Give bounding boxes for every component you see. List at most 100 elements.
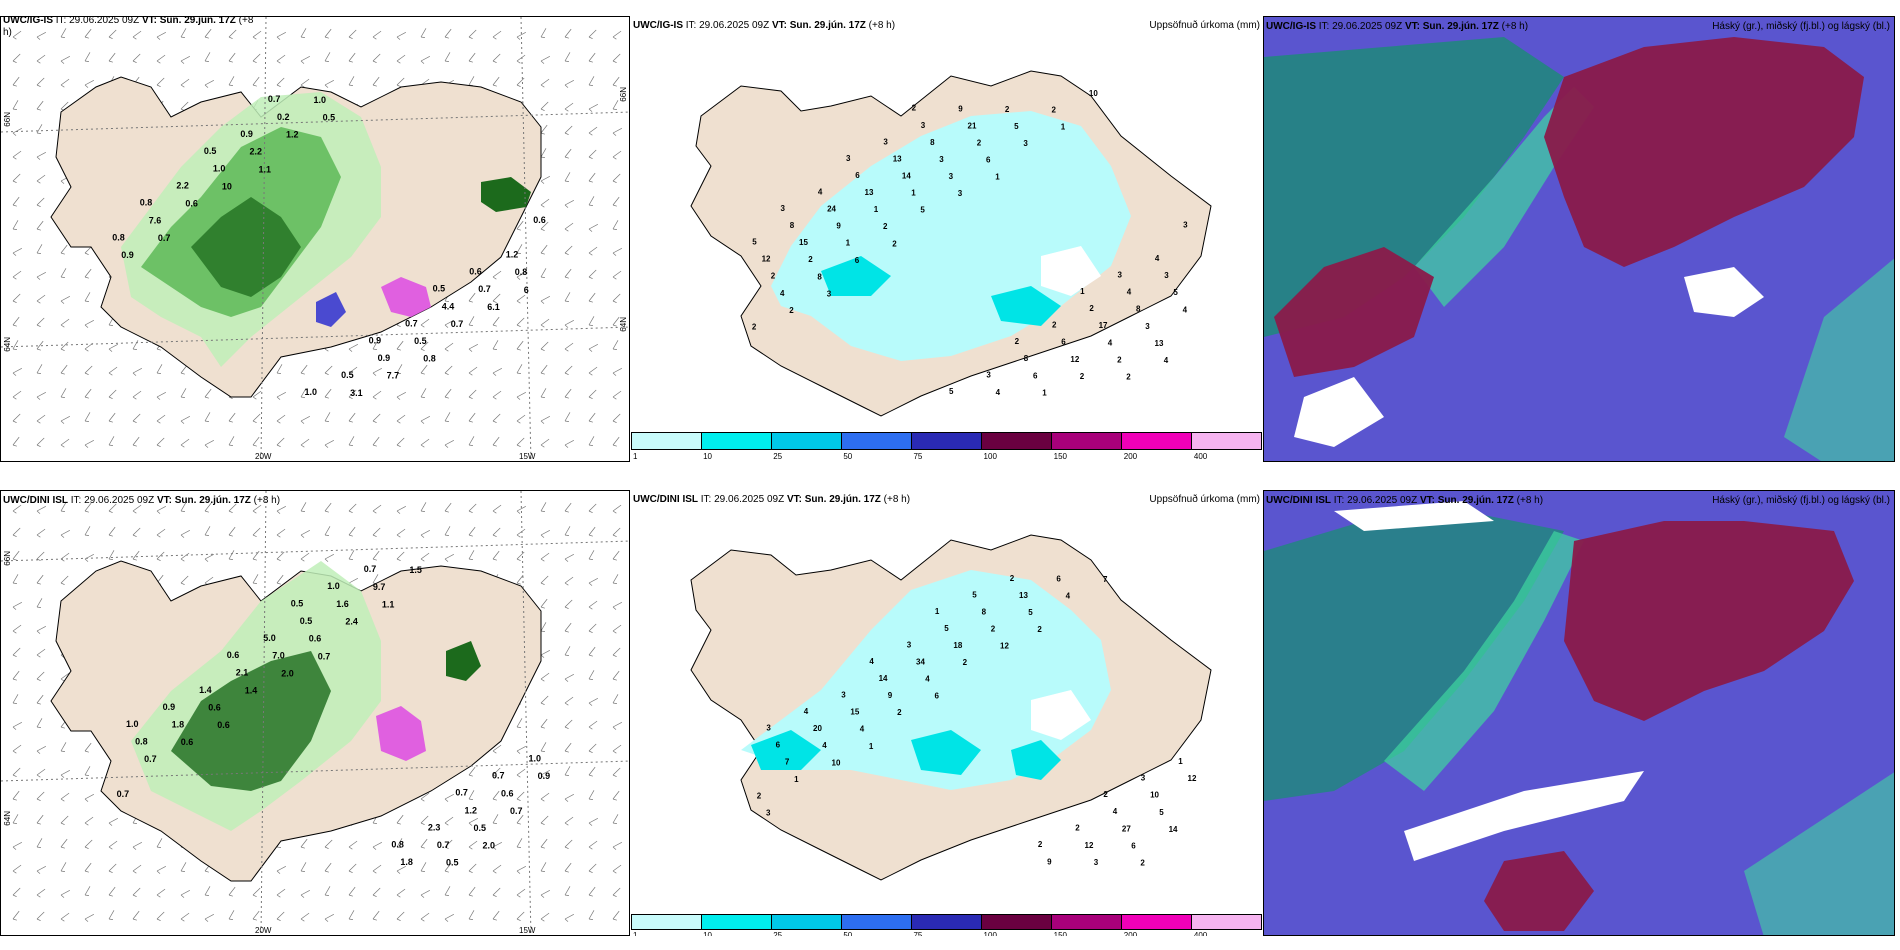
wind-barb-tick (108, 510, 113, 513)
wind-barb (612, 76, 620, 86)
wind-barb-tick (300, 918, 305, 922)
wind-barb (420, 862, 427, 872)
wind-value-label: 0.5 (300, 616, 313, 626)
precip-value-label: 3 (781, 204, 786, 213)
legend-swatch (842, 433, 912, 449)
wind-barb-tick (12, 558, 17, 561)
legend-swatch (772, 915, 842, 929)
wind-value-label: 7.6 (149, 215, 162, 225)
wind-barb-tick (588, 60, 593, 63)
wind-barb-tick (516, 420, 521, 424)
wind-barb-tick (60, 324, 65, 328)
wind-barb-tick (444, 396, 449, 399)
wind-barb-tick (516, 846, 522, 848)
wind-barb (84, 839, 93, 848)
wind-barb (60, 575, 69, 584)
wind-barb (612, 30, 622, 38)
wind-barb (564, 913, 574, 920)
wind-barb (108, 817, 118, 824)
wind-barb-tick (156, 396, 161, 400)
wind-barb (84, 292, 91, 302)
precip-value-label: 9 (958, 104, 963, 113)
wind-barb (12, 767, 21, 776)
wind-barb (36, 648, 46, 656)
wind-barb-tick (492, 846, 497, 850)
wind-barb-tick (516, 558, 521, 561)
wind-barb (396, 437, 405, 446)
wind-barb (180, 575, 189, 584)
wind-barb (156, 77, 165, 86)
cloud-panel-title: UWC/IG-IS IT: 29.06.2025 09Z VT: Sun. 29… (1266, 21, 1528, 33)
wind-barb-tick (588, 822, 593, 826)
wind-barb-tick (180, 870, 186, 872)
wind-barb-tick (84, 918, 89, 922)
wind-barb-tick (36, 774, 41, 778)
wind-barb (12, 247, 22, 254)
wind-barb (564, 125, 573, 134)
wind-barb (276, 437, 285, 446)
wind-barb (396, 838, 403, 848)
wind-barb-tick (60, 726, 65, 729)
wind-barb (396, 77, 405, 86)
precip-value-label: 2 (991, 625, 996, 634)
wind-barb (612, 270, 622, 278)
wind-barb (612, 247, 622, 254)
wind-barb (540, 318, 550, 326)
wind-barb-tick (252, 894, 257, 897)
wind-barb (36, 317, 45, 326)
wind-barb-tick (300, 420, 305, 424)
wind-barb (108, 863, 117, 872)
wind-barb-tick (60, 276, 66, 278)
wind-barb-tick (372, 60, 377, 63)
wind-barb-tick (540, 846, 545, 849)
wind-barb (252, 550, 260, 560)
wind-barb (468, 863, 477, 872)
wind-barb (60, 78, 70, 86)
precip-value-label: 3 (841, 691, 846, 700)
wind-barb (36, 294, 46, 302)
wind-barb-tick (540, 558, 545, 562)
wind-value-label: 1.0 (126, 719, 139, 729)
legend-tick-label: 75 (913, 452, 923, 461)
precip-value-label: 4 (1108, 338, 1113, 347)
wind-barb (300, 364, 308, 374)
wind-barb-tick (564, 84, 569, 88)
precip-cyan-2 (911, 730, 981, 775)
precip-value-label: 4 (1066, 592, 1071, 601)
wind-barb-tick (228, 396, 233, 399)
wind-barb (12, 413, 21, 422)
legend-tick-label: 400 (1193, 452, 1208, 461)
wind-barb (12, 550, 20, 560)
legend-swatch (982, 433, 1052, 449)
wind-value-label: 0.5 (323, 113, 336, 123)
wind-map-svg: 0.7 0.5 1.0 0.8 0.6 0.7 1.0 0.9 2.3 5.0 1.0 0.7 1.4 1… (1, 491, 629, 935)
wind-barb-tick (36, 36, 41, 40)
wind-value-label: 3.1 (350, 388, 363, 398)
precip-value-label: 2 (1140, 859, 1145, 868)
wind-barb (156, 505, 166, 512)
wind-barb (84, 439, 94, 446)
wind-barb-tick (396, 894, 401, 898)
wind-barb (348, 910, 355, 920)
wind-barb-tick (516, 252, 522, 254)
wind-value-label: 0.8 (515, 267, 528, 277)
precip-value-label: 12 (1070, 355, 1079, 364)
wind-barb (156, 364, 163, 374)
wind-barb (564, 862, 572, 872)
cloud-map-panel: UWC/IG-IS IT: 29.06.2025 09Z VT: Sun. 29… (1263, 16, 1895, 462)
wind-map-svg: 0.5 0.7 0.6 0.9 0.5 0.6 1.0 0.8 0.7 0.9 1.2 0.5 2.2 4… (1, 17, 629, 461)
wind-barb-tick (60, 372, 65, 375)
wind-barb (492, 367, 502, 374)
wind-barb (588, 646, 596, 656)
wind-barb (12, 670, 20, 680)
wind-barb-tick (540, 630, 546, 632)
wind-barb (372, 76, 380, 86)
wind-barb (156, 54, 166, 62)
wind-barb (12, 694, 19, 704)
wind-barb-tick (420, 870, 426, 872)
wind-barb (588, 149, 597, 158)
wind-value-label: 1.0 (305, 387, 318, 397)
wind-barb (36, 528, 46, 536)
lon-line-20w (260, 17, 267, 461)
wind-barb (156, 391, 166, 398)
